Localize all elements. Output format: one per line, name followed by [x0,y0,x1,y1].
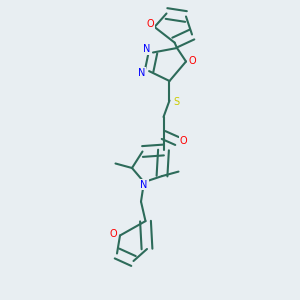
Text: O: O [189,56,196,67]
Text: N: N [143,44,150,55]
Text: O: O [180,136,188,146]
Text: O: O [146,19,154,29]
Text: N: N [140,179,148,190]
Text: S: S [173,97,179,107]
Text: O: O [110,229,117,239]
Text: N: N [138,68,145,78]
